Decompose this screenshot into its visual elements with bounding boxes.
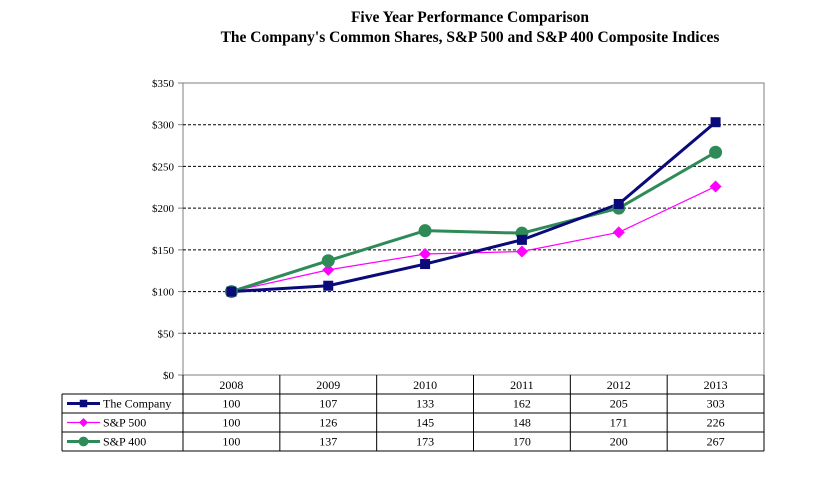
x-category-label: 2013 bbox=[704, 378, 728, 392]
plot-area bbox=[182, 82, 765, 376]
legend-label: The Company bbox=[103, 397, 171, 411]
data-point bbox=[516, 234, 527, 245]
table-value: 145 bbox=[416, 416, 434, 430]
data-point bbox=[515, 245, 528, 258]
table-value: 303 bbox=[707, 397, 725, 411]
table-value: 107 bbox=[319, 397, 337, 411]
data-point bbox=[226, 286, 237, 297]
table-value: 200 bbox=[610, 435, 628, 449]
legend-marker bbox=[78, 436, 89, 447]
series-line bbox=[230, 150, 717, 294]
y-tick-label: $250 bbox=[152, 161, 175, 173]
legend-marker bbox=[79, 399, 88, 408]
y-tick-label: $350 bbox=[152, 78, 175, 90]
x-category-label: 2012 bbox=[607, 378, 631, 392]
data-point bbox=[709, 145, 723, 159]
table-value: 148 bbox=[513, 416, 531, 430]
x-category-label: 2010 bbox=[413, 378, 437, 392]
y-tick-label: $150 bbox=[152, 245, 175, 257]
series-line bbox=[231, 121, 717, 294]
table-value: 137 bbox=[319, 435, 337, 449]
data-point bbox=[612, 226, 625, 239]
data-point bbox=[419, 248, 432, 261]
x-category-label: 2009 bbox=[316, 378, 340, 392]
data-point bbox=[709, 180, 722, 193]
table-value: 205 bbox=[610, 397, 628, 411]
table-value: 100 bbox=[222, 416, 240, 430]
table-value: 226 bbox=[707, 416, 725, 430]
table-value: 173 bbox=[416, 435, 434, 449]
y-tick-label: $0 bbox=[163, 370, 175, 382]
legend-marker bbox=[79, 418, 88, 427]
data-point bbox=[613, 198, 624, 209]
chart-title: Five Year Performance Comparison bbox=[350, 9, 590, 26]
table-value: 171 bbox=[610, 416, 628, 430]
table-value: 162 bbox=[513, 397, 531, 411]
data-point bbox=[322, 263, 335, 276]
chart-title-block: Five Year Performance Comparison The Com… bbox=[0, 8, 823, 48]
table-value: 100 bbox=[222, 397, 240, 411]
y-tick-label: $50 bbox=[158, 328, 175, 340]
table-value: 267 bbox=[707, 435, 725, 449]
data-point bbox=[420, 259, 431, 270]
series-line bbox=[231, 185, 716, 293]
table-value: 170 bbox=[513, 435, 531, 449]
data-point bbox=[710, 117, 721, 128]
table-value: 133 bbox=[416, 397, 434, 411]
legend-label: S&P 500 bbox=[103, 416, 146, 430]
x-category-label: 2008 bbox=[219, 378, 243, 392]
legend-label: S&P 400 bbox=[103, 435, 146, 449]
table-value: 100 bbox=[222, 435, 240, 449]
data-point bbox=[323, 280, 334, 291]
data-point bbox=[321, 254, 335, 268]
data-point bbox=[418, 224, 432, 238]
y-tick-label: $100 bbox=[152, 287, 175, 299]
chart-subtitle: The Company's Common Shares, S&P 500 and… bbox=[220, 29, 720, 46]
x-category-label: 2011 bbox=[510, 378, 534, 392]
y-tick-label: $200 bbox=[152, 203, 175, 215]
y-tick-label: $300 bbox=[152, 120, 175, 132]
table-value: 126 bbox=[319, 416, 337, 430]
